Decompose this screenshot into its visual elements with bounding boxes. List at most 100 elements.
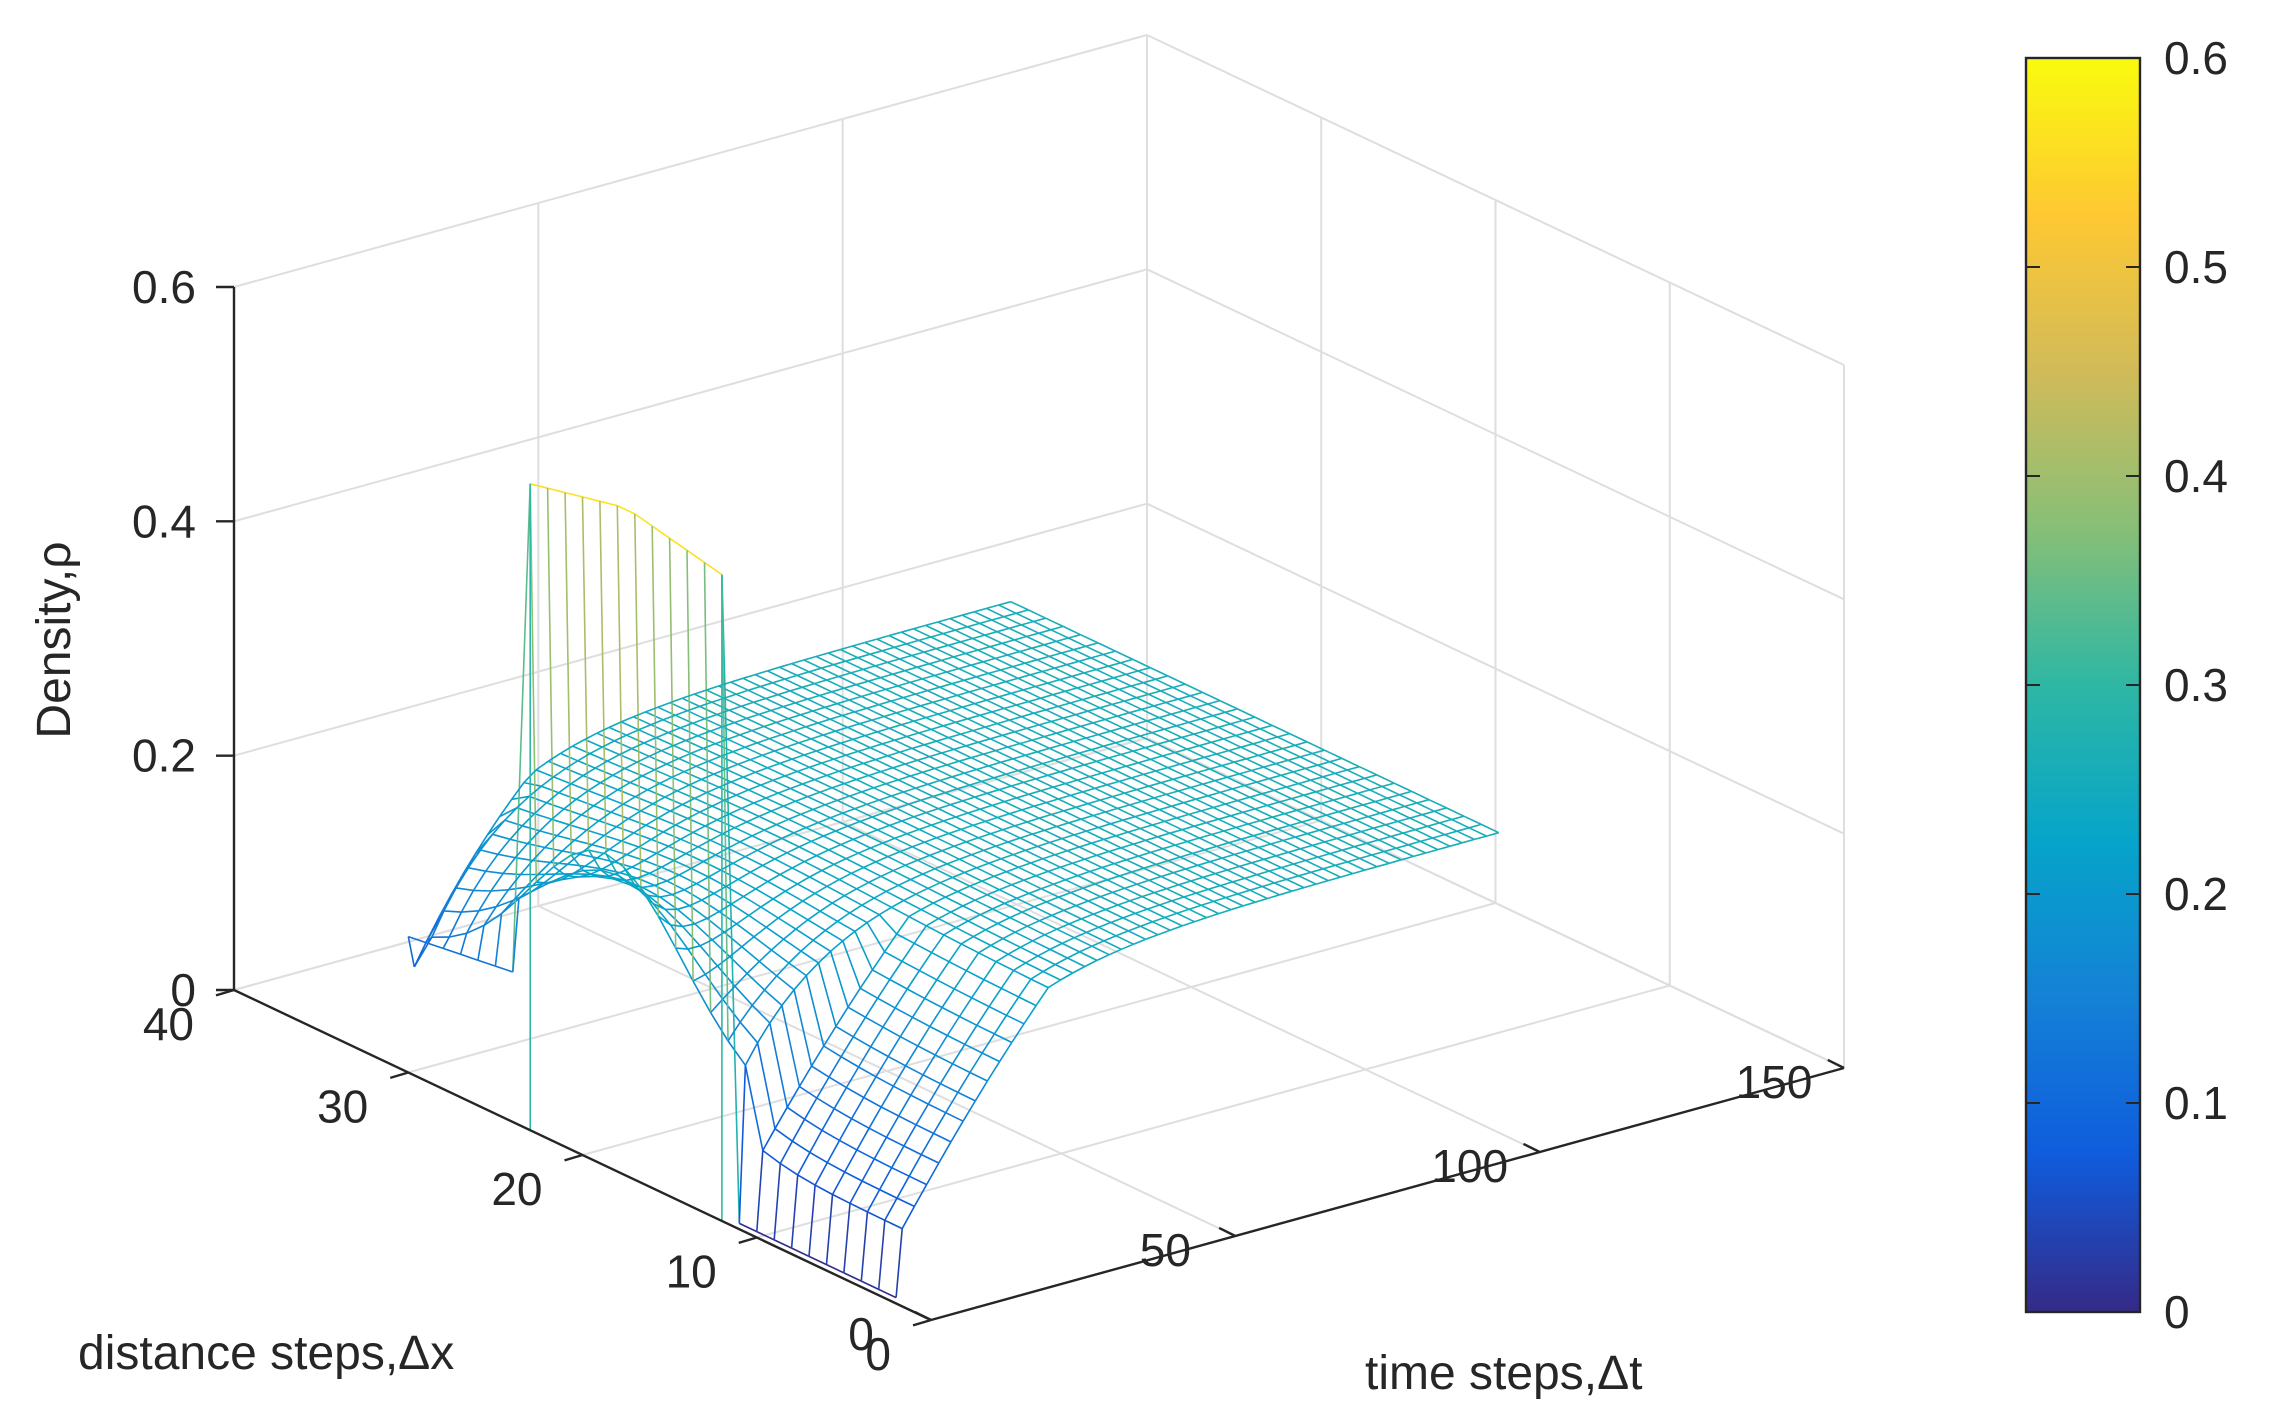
mesh-line [816,653,828,657]
mesh-line [1011,602,1029,610]
mesh-line [1133,844,1150,852]
mesh-line [1037,660,1054,668]
mesh-line [747,961,759,973]
mesh-line [735,828,752,836]
mesh-line [1146,840,1163,848]
mesh-line [1210,766,1222,769]
mesh-line [1220,882,1232,886]
mesh-line [804,660,821,668]
mesh-line [1170,830,1182,834]
mesh-line [1133,840,1145,844]
mesh-line [1079,661,1096,669]
mesh-line [980,620,992,623]
mesh-line [1337,839,1354,847]
mesh-line [1072,859,1084,863]
mesh-line [881,871,893,877]
mesh-line [495,914,501,967]
mesh-line [947,1017,959,1036]
mesh-line [1084,761,1096,764]
mesh-line [1051,811,1063,815]
mesh-line [491,890,508,891]
mesh-line [1271,844,1288,852]
mesh-line [797,877,809,884]
mesh-line [1043,855,1055,859]
mesh-line [881,674,893,677]
mesh-line [889,636,906,644]
mesh-line [505,808,517,821]
mesh-line [928,784,945,792]
mesh-line [862,792,879,800]
mesh-line [493,834,511,839]
mesh-line [1019,863,1031,867]
mesh-line [875,662,887,666]
mesh-line [756,889,773,899]
axes-grid [234,35,1844,1320]
mesh-line [951,1121,963,1142]
mesh-line [1046,799,1058,803]
mesh-line [1125,790,1137,794]
mesh-line [1003,830,1020,838]
mesh-line [1211,739,1223,742]
mesh-line [898,682,910,686]
mesh-line [1113,888,1125,892]
mesh-line [646,825,663,832]
mesh-line [818,719,830,723]
mesh-line [729,814,746,822]
mesh-line [1003,932,1015,938]
mesh-line [1098,735,1115,743]
z-tick-label: 0 [170,964,196,1016]
mesh-line [1243,721,1260,729]
colorbar-tick-label: 0.4 [2164,450,2228,502]
mesh-line [846,853,858,858]
mesh-line [1151,852,1168,860]
mesh-line [763,1129,775,1151]
mesh-line [1111,824,1128,832]
mesh-line [1299,872,1311,876]
mesh-line [1104,941,1122,949]
mesh-line [898,776,910,780]
mesh-line [1386,821,1398,824]
mesh-line [973,937,990,946]
mesh-line [808,792,820,796]
mesh-line [1352,782,1369,790]
mesh-line [986,930,1004,939]
mesh-line [1262,883,1274,887]
mesh-line [864,1077,876,1098]
mesh-line [583,497,589,850]
mesh-line [646,707,658,712]
mesh-line [926,813,943,821]
mesh-line [568,864,585,866]
mesh-line [1106,910,1123,918]
mesh-line [1076,715,1093,723]
mesh-line [879,800,896,808]
mesh-line [838,921,856,931]
mesh-line [782,1005,800,1086]
mesh-line [1088,901,1105,910]
mesh-line [839,767,851,771]
mesh-line [665,791,677,797]
mesh-line [911,1095,929,1104]
mesh-line [1133,751,1151,759]
mesh-line [827,680,844,688]
mesh-line [1117,713,1129,716]
mesh-line [1071,795,1088,803]
mesh-line [1064,906,1076,911]
mesh-line [628,811,640,819]
mesh-line [1065,784,1082,792]
mesh-line [900,1037,918,1046]
mesh-line [1172,806,1189,814]
mesh-line [888,1057,905,1066]
grid-line [757,986,1670,1238]
mesh-line [1279,802,1296,810]
mesh-line [1283,841,1300,849]
mesh-line [944,935,961,944]
mesh-line [1294,861,1306,865]
mesh-line [1241,836,1253,840]
mesh-line [940,687,957,695]
mesh-line [486,871,503,873]
mesh-line [1271,749,1283,752]
mesh-line [985,632,997,635]
mesh-line [1004,798,1016,802]
mesh-line [829,850,846,859]
mesh-line [1118,905,1135,913]
